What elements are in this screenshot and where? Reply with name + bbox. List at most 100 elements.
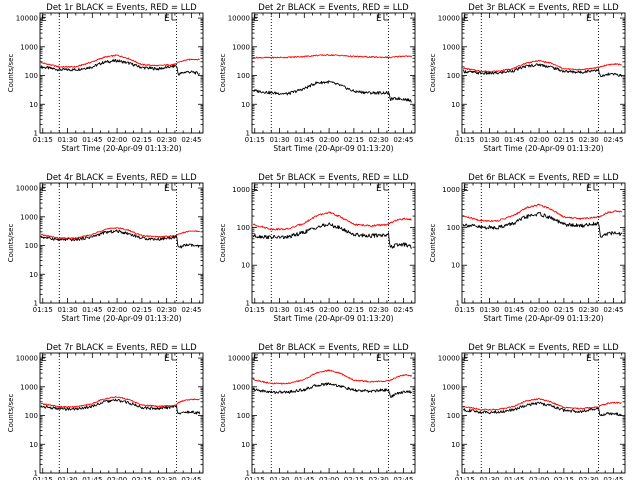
y-axis-label: Counts/sec [219,224,227,263]
x-tick-label: 02:30 [157,306,177,314]
series-line [252,369,413,385]
x-tick-label: 01:45 [82,136,102,144]
y-axis-label: Counts/sec [429,54,437,93]
y-tick-label: 100 [237,72,250,80]
y-tick-label: 1000 [442,383,460,391]
series-line [40,59,201,76]
x-axis-label: Start Time (20-Apr-09 01:13:20) [61,314,181,323]
y-tick-label: 100 [237,224,250,232]
y-tick-label: 10 [451,441,460,449]
y-tick-label: 1 [246,470,250,478]
x-tick-label: 02:30 [369,136,389,144]
x-tick-label: 01:45 [504,136,524,144]
x-tick-label: 02:15 [132,136,152,144]
x-tick-label: 02:45 [181,306,201,314]
y-tick-label: 1 [246,300,250,308]
x-tick-label: 01:45 [82,476,102,480]
x-tick-label: 01:45 [504,306,524,314]
series-line [252,54,413,59]
series-line [462,398,622,411]
event-marker-label: E [164,354,170,364]
x-tick-label: 01:15 [245,136,265,144]
plot-frame [251,12,416,134]
start-marker-label: E [463,184,469,194]
y-tick-label: 100 [25,412,38,420]
y-tick-label: 1000 [20,383,38,391]
series-line [463,59,622,73]
x-tick-label: 02:45 [393,136,413,144]
x-tick-label: 01:15 [455,306,475,314]
x-axis-label: Start Time (20-Apr-09 01:13:20) [483,314,603,323]
x-tick-label: 02:00 [319,136,339,144]
y-tick-label: 100 [447,224,460,232]
x-tick-label: 01:30 [57,476,77,480]
chart-title: Det 2r BLACK = Events, RED = LLD [258,3,409,13]
series-line [252,80,412,103]
chart-title: Det 7r BLACK = Events, RED = LLD [46,343,197,353]
start-marker-label: E [41,354,47,364]
x-tick-label: 01:15 [245,476,265,480]
y-tick-label: 1000 [20,43,38,51]
y-tick-label: 10000 [228,15,250,23]
x-tick-label: 02:30 [157,136,177,144]
event-marker-label: E [586,184,592,194]
plot-frame [251,352,416,474]
chart-panel: Det 5r BLACK = Events, RED = LLD Counts/s… [219,173,416,323]
y-tick-label: 10000 [228,355,250,363]
x-tick-label: 01:15 [455,476,475,480]
y-tick-label: 10000 [438,15,460,23]
x-tick-label: 01:45 [504,476,524,480]
x-tick-label: 01:15 [33,476,53,480]
x-tick-label: 01:30 [57,136,77,144]
series-line [462,63,623,78]
x-tick-label: 01:45 [82,306,102,314]
y-axis-label: Counts/sec [219,394,227,433]
x-tick-label: 01:15 [33,136,53,144]
series-line [462,401,623,417]
x-tick-label: 01:30 [479,476,499,480]
y-tick-label: 10000 [16,15,38,23]
x-tick-label: 02:15 [554,476,574,480]
x-tick-label: 02:15 [554,136,574,144]
event-marker-label: E [164,184,170,194]
x-tick-label: 02:00 [529,476,549,480]
start-marker-label: E [253,14,259,24]
y-tick-label: 10 [29,271,38,279]
y-tick-label: 1000 [20,213,38,221]
start-marker-label: E [463,14,469,24]
x-tick-label: 01:30 [269,476,289,480]
x-tick-label: 02:45 [181,136,201,144]
x-tick-label: 02:15 [554,306,574,314]
y-tick-label: 1000 [442,43,460,51]
start-marker-label: E [41,14,47,24]
y-tick-label: 100 [237,412,250,420]
start-marker-label: E [463,354,469,364]
x-tick-label: 02:30 [579,306,599,314]
y-tick-label: 100 [447,72,460,80]
series-line [40,54,200,68]
x-tick-label: 02:00 [107,306,127,314]
plot-frame [39,182,204,304]
x-tick-label: 02:30 [157,476,177,480]
x-tick-label: 01:30 [269,136,289,144]
y-tick-label: 100 [25,72,38,80]
y-tick-label: 1000 [232,186,250,194]
x-tick-label: 02:45 [603,306,623,314]
chart-panel: Det 1r BLACK = Events, RED = LLD Counts/s… [7,3,204,153]
x-tick-label: 02:30 [579,136,599,144]
y-axis-label: Counts/sec [219,54,227,93]
start-marker-label: E [41,184,47,194]
plot-frame [461,12,626,134]
chart-title: Det 4r BLACK = Events, RED = LLD [46,173,197,183]
series-line [40,395,200,408]
x-tick-label: 02:00 [529,306,549,314]
x-tick-label: 02:15 [132,476,152,480]
x-tick-label: 01:30 [57,306,77,314]
chart-panel: Det 4r BLACK = Events, RED = LLD Counts/s… [7,173,204,323]
event-marker-label: E [164,14,170,24]
y-tick-label: 10000 [16,185,38,193]
x-tick-label: 02:45 [393,306,413,314]
chart-panel: Det 2r BLACK = Events, RED = LLD Counts/s… [219,3,416,153]
event-marker-label: E [586,354,592,364]
